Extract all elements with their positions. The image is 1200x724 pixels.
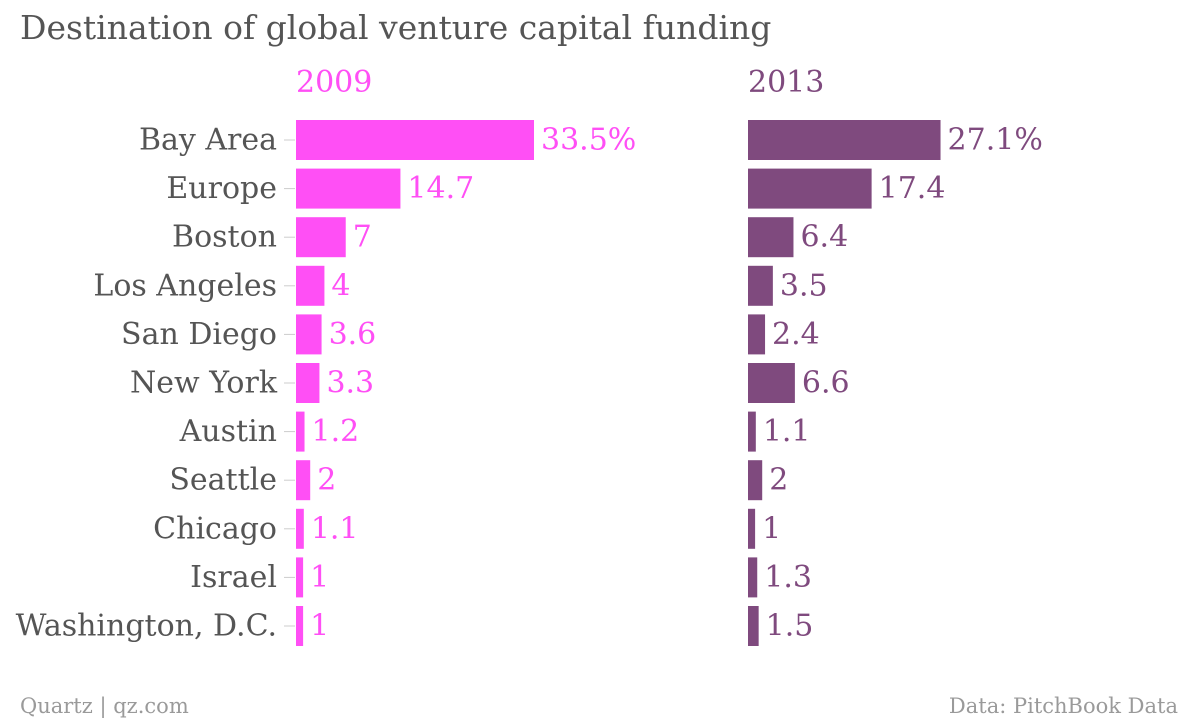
category-label: Washington, D.C.	[16, 609, 277, 644]
category-label: Los Angeles	[93, 268, 277, 303]
chart-title: Destination of global venture capital fu…	[20, 8, 772, 47]
category-label: Austin	[179, 414, 277, 449]
bar-2013	[748, 120, 941, 160]
category-label: Boston	[172, 220, 277, 255]
bar-value-label: 3.3	[326, 366, 374, 401]
bar-value-label: 17.4	[879, 171, 946, 206]
bar-2009	[296, 557, 304, 598]
bar-2009	[296, 217, 346, 258]
footer-credit: Quartz | qz.com	[20, 694, 189, 718]
footer-data-source: Data: PitchBook Data	[948, 694, 1178, 718]
bar-2009	[296, 606, 304, 646]
bar-value-label: 7	[353, 220, 372, 255]
bar-2009	[296, 508, 304, 549]
bar-2013	[748, 314, 766, 355]
bar-value-label: 27.1%	[948, 123, 1043, 158]
bar-2009	[296, 314, 322, 355]
bar-2013	[748, 217, 794, 258]
bar-2009	[296, 363, 320, 403]
bar-2013	[748, 265, 773, 306]
bar-2009	[296, 168, 401, 209]
bar-value-label: 1.2	[312, 414, 360, 449]
bar-value-label: 2.4	[772, 317, 820, 352]
category-label: Seattle	[169, 463, 277, 498]
bar-value-label: 1	[310, 560, 329, 595]
bar-value-label: 6.4	[800, 220, 848, 255]
bar-value-label: 1.1	[311, 511, 359, 546]
category-label: Chicago	[153, 511, 277, 546]
category-label: Bay Area	[139, 123, 277, 158]
bar-2013	[748, 557, 758, 598]
bar-value-label: 1	[310, 609, 329, 644]
bar-2013	[748, 363, 795, 403]
panel-title-2009: 2009	[296, 65, 372, 100]
bar-value-label: 1.1	[763, 414, 811, 449]
bar-2013	[748, 168, 872, 209]
bar-2009	[296, 460, 311, 501]
bar-2009	[296, 120, 534, 160]
bar-2013	[748, 460, 763, 501]
bar-value-label: 4	[331, 268, 350, 303]
panel-title-2013: 2013	[748, 65, 824, 100]
bar-2009	[296, 411, 305, 452]
bar-value-label: 2	[317, 463, 336, 498]
category-label: Israel	[190, 560, 277, 595]
bar-2013	[748, 606, 759, 646]
bar-2013	[748, 411, 756, 452]
bar-value-label: 3.5	[780, 268, 828, 303]
bar-value-label: 1.5	[766, 609, 814, 644]
bar-value-label: 6.6	[802, 366, 850, 401]
bar-2009	[296, 265, 325, 306]
bar-value-label: 1.3	[764, 560, 812, 595]
category-label: San Diego	[121, 317, 277, 352]
bar-value-label: 14.7	[407, 171, 474, 206]
category-label: Europe	[166, 171, 277, 206]
category-label: New York	[130, 366, 278, 401]
bar-value-label: 33.5%	[541, 123, 636, 158]
bar-value-label: 3.6	[329, 317, 377, 352]
bar-2013	[748, 508, 756, 549]
bar-value-label: 1	[762, 511, 781, 546]
bar-value-label: 2	[769, 463, 788, 498]
